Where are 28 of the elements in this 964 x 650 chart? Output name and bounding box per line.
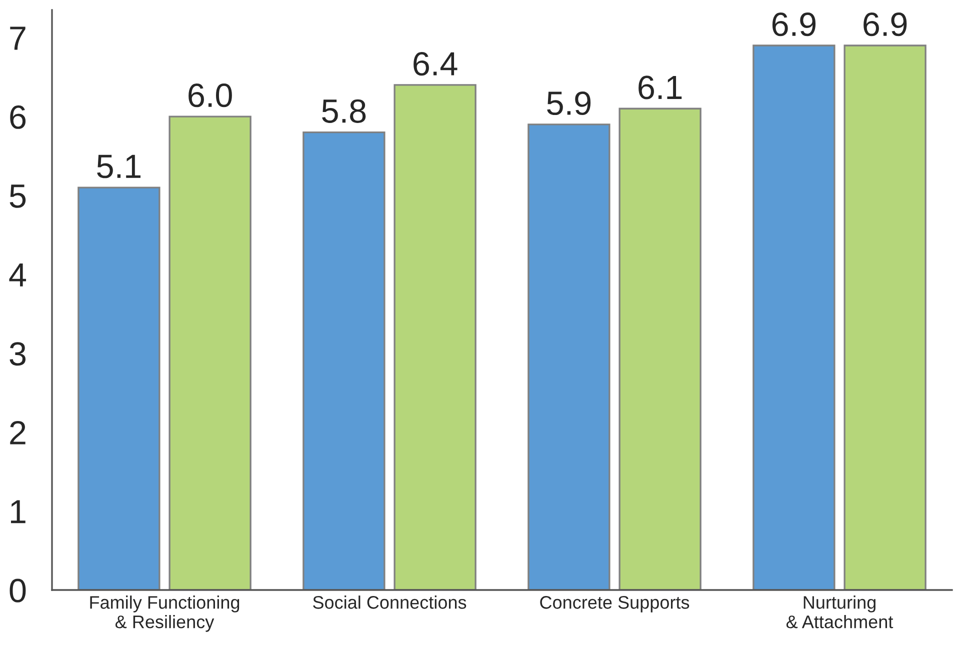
data-label: 5.9 bbox=[547, 91, 591, 116]
data-label: 6.4 bbox=[414, 52, 458, 76]
x-tick-label: Social Connections bbox=[313, 596, 466, 609]
x-tick-label: Nurturing & Attachment bbox=[786, 596, 894, 628]
x-tick-label: Family Functioning & Resiliency bbox=[90, 596, 240, 632]
bar bbox=[618, 108, 702, 590]
y-tick-label: 6 bbox=[10, 105, 26, 129]
data-label: 6.9 bbox=[772, 12, 816, 36]
y-tick-label: 3 bbox=[10, 342, 26, 366]
data-label: 5.8 bbox=[322, 99, 366, 123]
bar bbox=[78, 186, 160, 590]
x-tick-label: Concrete Supports bbox=[540, 596, 690, 612]
y-tick-label: 0 bbox=[10, 578, 26, 602]
y-tick-label: 4 bbox=[9, 264, 26, 286]
bar bbox=[752, 44, 836, 590]
y-tick-label: 1 bbox=[11, 500, 26, 524]
bar bbox=[528, 124, 610, 590]
y-tick-label: 7 bbox=[10, 26, 26, 50]
data-label: 6.0 bbox=[188, 84, 232, 108]
data-label: 6.9 bbox=[864, 12, 907, 36]
bar bbox=[302, 131, 386, 590]
data-label: 6.1 bbox=[638, 76, 682, 100]
y-tick-label: 2 bbox=[10, 420, 26, 444]
bar bbox=[844, 44, 926, 590]
data-label: 5.1 bbox=[97, 154, 140, 178]
y-tick-label: 5 bbox=[10, 184, 26, 208]
bar bbox=[168, 116, 252, 590]
bar bbox=[394, 84, 476, 590]
